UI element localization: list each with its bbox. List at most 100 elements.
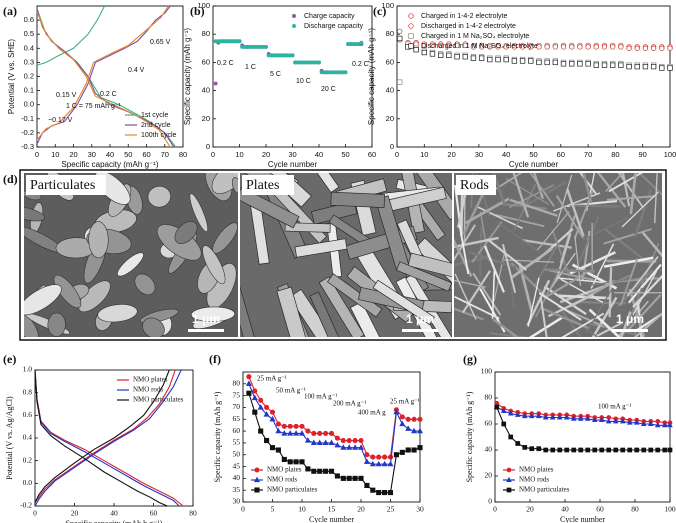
marker bbox=[376, 454, 382, 460]
marker bbox=[661, 422, 668, 428]
x-axis-title: Specific capacity (mAh h g⁻¹) bbox=[66, 519, 163, 523]
panel-label: (c) bbox=[373, 4, 386, 18]
y-tick-label: 60 bbox=[386, 57, 394, 66]
marker bbox=[269, 409, 276, 415]
series-line bbox=[36, 5, 171, 148]
panel-label: (b) bbox=[190, 4, 205, 18]
marker bbox=[642, 45, 649, 51]
grain bbox=[134, 273, 156, 296]
marker bbox=[357, 444, 365, 450]
y-tick-label: -0.3 bbox=[21, 142, 34, 151]
micrograph-label: Plates bbox=[246, 178, 279, 193]
y-tick-label: 1.0 bbox=[23, 365, 33, 374]
plate bbox=[284, 222, 331, 233]
marker bbox=[237, 39, 242, 44]
marker bbox=[544, 59, 550, 66]
y-tick-label: 0.6 bbox=[24, 15, 34, 24]
annotation: 0.65 V bbox=[150, 39, 171, 46]
marker bbox=[650, 63, 657, 70]
micrograph-label: Rods bbox=[460, 178, 489, 193]
grain bbox=[190, 306, 236, 322]
y-tick-label: 0.4 bbox=[23, 433, 33, 442]
rod bbox=[558, 294, 609, 300]
marker bbox=[387, 489, 394, 496]
x-tick-label: 10 bbox=[51, 150, 59, 159]
rod bbox=[551, 229, 571, 278]
y-tick-label: 65 bbox=[233, 414, 241, 423]
marker bbox=[281, 423, 287, 429]
x-tick-label: 90 bbox=[639, 150, 647, 159]
rod bbox=[629, 173, 638, 215]
marker bbox=[429, 51, 436, 57]
marker bbox=[287, 423, 293, 429]
y-tick-label: 0.2 bbox=[24, 71, 34, 80]
rod bbox=[622, 287, 643, 335]
marker bbox=[251, 394, 258, 401]
x-tick-label: 0 bbox=[33, 509, 37, 518]
legend-marker bbox=[408, 23, 414, 29]
marker bbox=[346, 437, 352, 444]
x-tick-label: 100 bbox=[664, 505, 676, 514]
marker bbox=[605, 418, 612, 424]
grain bbox=[24, 284, 62, 316]
legend-label: Charged in 1 M Na₂SO₄ electrolyte bbox=[421, 33, 529, 40]
marker bbox=[311, 468, 317, 474]
x-axis-title: Cycle number bbox=[309, 515, 354, 523]
marker bbox=[411, 447, 417, 453]
marker bbox=[634, 63, 640, 70]
scale-bar bbox=[402, 329, 438, 332]
rod bbox=[454, 301, 484, 321]
marker bbox=[528, 44, 534, 50]
marker bbox=[438, 52, 444, 58]
y-tick-label: 80 bbox=[485, 393, 493, 402]
rod bbox=[574, 235, 582, 286]
marker bbox=[620, 447, 626, 453]
marker bbox=[387, 454, 394, 460]
marker bbox=[413, 47, 419, 53]
marker bbox=[246, 374, 252, 380]
y-tick-label: 0.0 bbox=[23, 478, 33, 487]
marker bbox=[634, 447, 640, 453]
rod bbox=[544, 268, 596, 273]
y-tick-label: 55 bbox=[233, 438, 241, 447]
x-tick-label: 100 bbox=[664, 150, 676, 159]
label-box bbox=[242, 175, 294, 195]
rod bbox=[578, 321, 624, 337]
marker bbox=[563, 414, 570, 420]
rod bbox=[625, 294, 662, 333]
y-axis-title: Specific capacity (mAh g⁻¹) bbox=[465, 391, 474, 482]
rod bbox=[590, 296, 618, 337]
marker bbox=[560, 44, 567, 50]
grain bbox=[53, 274, 82, 309]
marker bbox=[340, 444, 347, 450]
rod bbox=[606, 195, 657, 201]
rod bbox=[508, 184, 555, 209]
marker bbox=[252, 388, 258, 394]
y-tick-label: -0.2 bbox=[21, 128, 34, 137]
y-tick-label: 0.1 bbox=[24, 86, 34, 95]
rod bbox=[472, 272, 502, 316]
x-tick-label: 70 bbox=[584, 150, 592, 159]
marker bbox=[246, 390, 252, 396]
marker bbox=[310, 439, 317, 446]
marker bbox=[304, 437, 311, 443]
marker bbox=[328, 439, 335, 446]
plate bbox=[318, 276, 365, 337]
legend-label: NMO rods bbox=[133, 386, 163, 394]
annotation: 1 C bbox=[245, 64, 256, 71]
marker bbox=[647, 420, 654, 426]
series-line bbox=[248, 383, 420, 465]
label-box bbox=[456, 175, 496, 195]
y-tick-label: 0 bbox=[390, 142, 394, 151]
plate bbox=[240, 186, 300, 229]
x-tick-label: 10 bbox=[235, 150, 243, 159]
marker bbox=[470, 44, 477, 50]
legend-marker bbox=[506, 467, 512, 473]
annotation: 0.2 C bbox=[352, 61, 369, 68]
rod bbox=[495, 213, 545, 228]
rod bbox=[582, 217, 628, 241]
legend-label: NMO plates bbox=[519, 466, 554, 474]
y-tick-label: 45 bbox=[233, 461, 241, 470]
marker bbox=[503, 56, 509, 63]
label-box bbox=[26, 175, 106, 195]
